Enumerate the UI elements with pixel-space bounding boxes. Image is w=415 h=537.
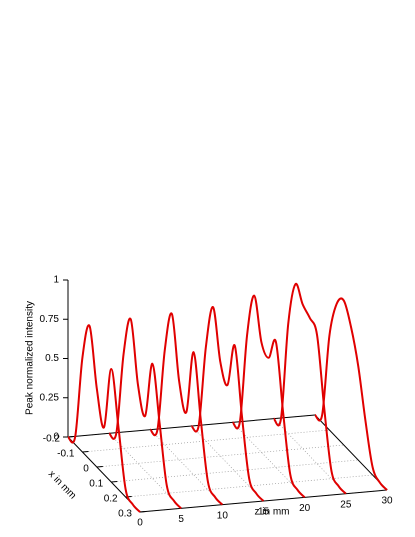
y-tick-label: 0.5 (45, 353, 59, 364)
y-tick-label: 0.75 (40, 314, 60, 325)
x-tick (82, 451, 89, 453)
grid-line (108, 433, 182, 509)
grid-line (82, 429, 330, 453)
y-axis-label: Peak normalized intensity (25, 301, 36, 415)
y-tick-label: 0.25 (40, 392, 60, 403)
grid-line (232, 422, 305, 498)
y-tick-label: 0 (53, 432, 59, 443)
z-tick-label: 25 (340, 499, 352, 510)
z-tick-label: 10 (217, 510, 229, 521)
x-tick-label: 0.1 (89, 479, 103, 490)
z-tick-label: 20 (299, 503, 311, 514)
grid-line (111, 459, 359, 483)
intensity-curve (231, 294, 306, 499)
z-tick-label: 0 (137, 518, 143, 529)
intensity-curve (108, 317, 182, 510)
z-tick-label: 15 (258, 507, 270, 518)
x-tick-label: 0.2 (104, 494, 118, 505)
x-tick (96, 466, 103, 468)
grid-line (191, 425, 264, 502)
x-tick-label: -0.2 (43, 434, 61, 445)
x-tick-label: 0.3 (118, 509, 132, 520)
y-tick-label: 1 (53, 275, 59, 286)
x-tick-label: 0 (83, 464, 89, 475)
z-tick-label: 5 (178, 514, 184, 525)
grid-line (150, 429, 223, 505)
x-tick (139, 511, 147, 513)
grid-line (125, 474, 373, 498)
x-tick (111, 481, 118, 483)
grid-line (273, 418, 347, 494)
intensity-curve (272, 282, 347, 495)
intensity-curve (314, 297, 388, 491)
intensity-curve (149, 312, 224, 506)
z-tick-label: 30 (381, 496, 393, 507)
x-tick-label: -0.1 (57, 449, 75, 460)
x-axis-label: x in mm (46, 469, 78, 502)
grid-line (96, 444, 344, 468)
intensity-curve (67, 324, 141, 513)
z-axis-label: z in mm (255, 507, 290, 518)
intensity-curve (190, 306, 265, 502)
